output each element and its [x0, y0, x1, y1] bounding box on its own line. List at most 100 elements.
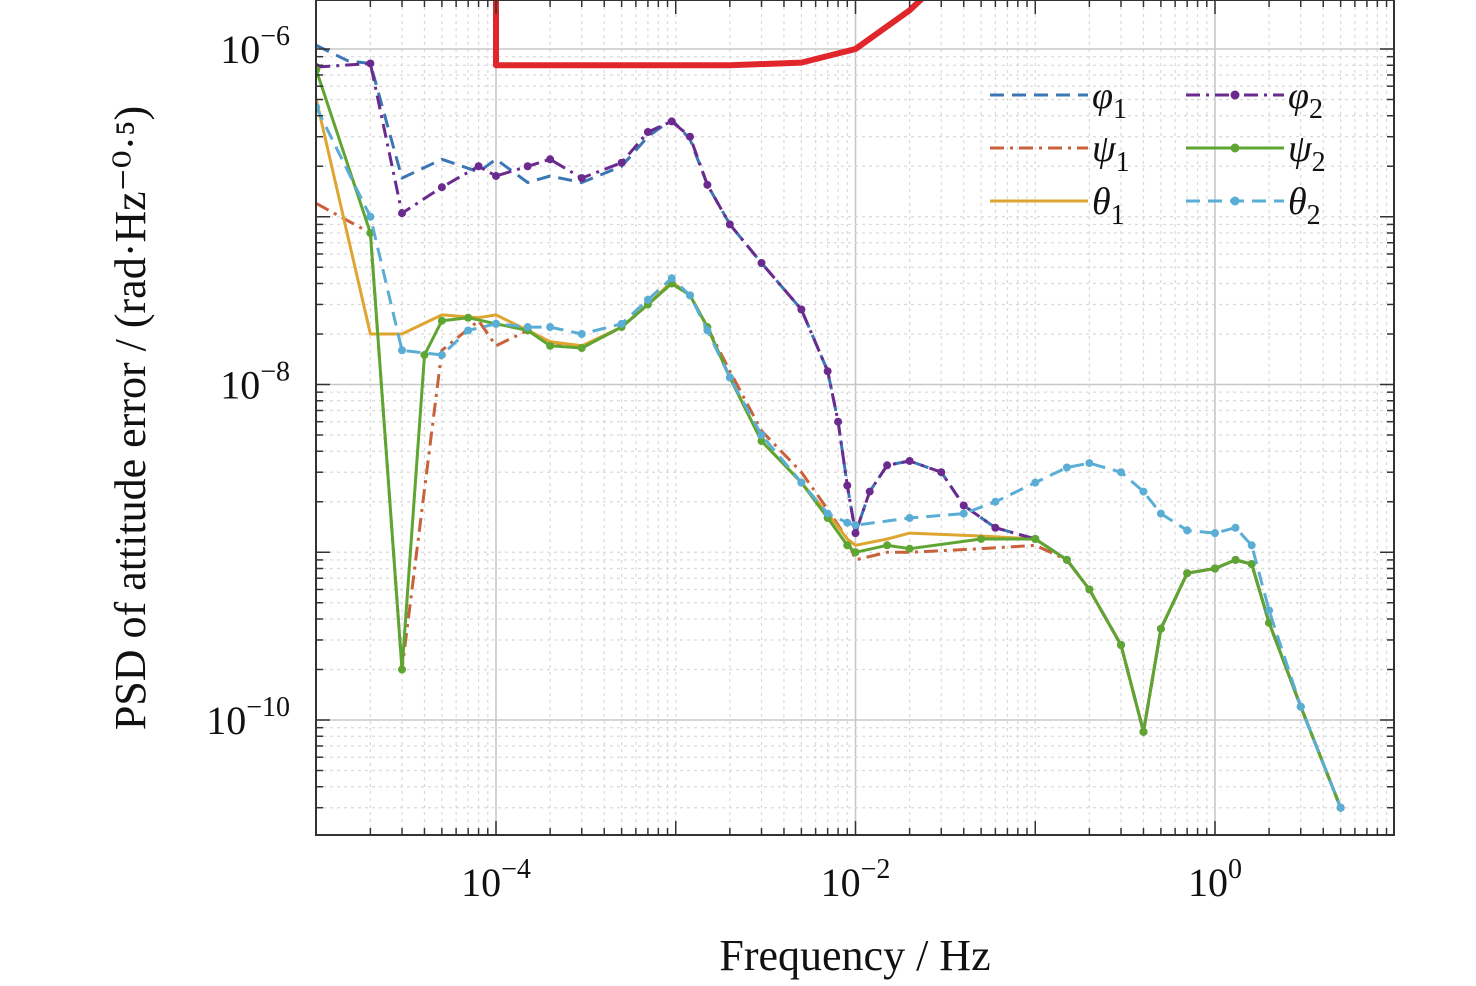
series-5-point [797, 478, 806, 487]
series-3-point [492, 171, 500, 180]
series-4-point [851, 548, 860, 557]
series-5-point [316, 103, 321, 112]
legend-label: θ1 [1092, 181, 1125, 231]
series-5-point [1231, 523, 1240, 532]
series-5-point [1183, 526, 1192, 535]
series-3-point [797, 305, 806, 314]
series-4-point [577, 344, 586, 353]
series-4-point [420, 350, 429, 359]
series-3-point [834, 417, 843, 426]
series-5-point [366, 212, 375, 221]
data-layer [316, 0, 1345, 812]
series-3-point [851, 529, 860, 538]
x-tick-label: 10−2 [821, 854, 891, 905]
series-4-point [843, 541, 852, 550]
series-5-point [492, 319, 500, 328]
series-3-point [617, 158, 626, 167]
legend-label: ψ1 [1092, 128, 1130, 178]
tick-labels: 10−4 10−2 100 10−6 10−8 10−10 [206, 21, 1242, 905]
legend-swatch-marker [1230, 90, 1240, 100]
series-4-point [464, 313, 473, 322]
series-5-point [667, 274, 676, 283]
x-axis-label: Frequency / Hz [719, 931, 990, 980]
series-5-point [1265, 606, 1274, 615]
legend-label: ψ2 [1288, 128, 1326, 178]
series-5-point [617, 319, 626, 328]
y-axis-label: PSD of attitude error / (rad·Hz⁻⁰·⁵) [106, 106, 155, 730]
legend: φ1 φ2 ψ1 ψ2 θ1 θ2 [990, 75, 1326, 231]
series-5-point [823, 509, 832, 518]
series-3-point [577, 174, 586, 183]
series-4-point [398, 665, 407, 674]
series-5-point [523, 323, 532, 332]
series-5-point [546, 323, 555, 332]
series-5-point [1156, 509, 1165, 518]
series-5-point [1085, 459, 1094, 468]
grid [315, 0, 1394, 835]
series-5-point [643, 295, 652, 304]
series-4-point [1183, 569, 1192, 578]
series-4-point [883, 541, 892, 550]
series-3-point [546, 155, 555, 164]
series-4-point [1231, 555, 1240, 564]
series-5-point [851, 521, 860, 530]
series-3-point [959, 501, 968, 510]
series-3-point [643, 128, 652, 137]
series-3-point [725, 220, 734, 229]
series-5-point [1211, 529, 1219, 538]
series-5-point [991, 497, 1000, 506]
series-5-point [959, 509, 968, 518]
series-5-point [1031, 478, 1040, 487]
series-5-point [703, 326, 712, 335]
series-4-point [316, 65, 321, 74]
x-tick-label: 10−4 [461, 854, 531, 905]
series-4-point [1062, 555, 1071, 564]
series-5-point [905, 514, 914, 523]
requirement-curve [493, 0, 925, 69]
series-4-point [546, 341, 555, 350]
series-4-point [1031, 534, 1040, 543]
series-3-point [366, 59, 375, 68]
series-3-point [823, 367, 832, 376]
series-4-point [1211, 564, 1219, 573]
series-3-point [865, 487, 874, 496]
series-5-point [685, 291, 694, 300]
series-5-point [1336, 803, 1345, 812]
series-5-point [577, 330, 586, 339]
series-3-point [437, 183, 446, 192]
legend-label: θ2 [1288, 181, 1321, 231]
series-5-point [757, 430, 766, 439]
series-5-point [1296, 702, 1305, 711]
series-5-point [1247, 541, 1256, 550]
series-4-point [1139, 727, 1148, 736]
series-3-point [883, 461, 892, 470]
series-4-point [977, 534, 986, 543]
legend-label: φ2 [1288, 75, 1323, 125]
series-5-point [1117, 468, 1126, 477]
series-4-point [1156, 624, 1165, 633]
series-4-point [1085, 585, 1094, 594]
series-4-point [905, 544, 914, 553]
x-tick-label: 100 [1188, 854, 1242, 905]
series-5-point [1062, 463, 1071, 472]
series-3-point [474, 162, 483, 171]
series-4-point [437, 316, 446, 325]
series-3-point [905, 456, 914, 465]
y-tick-label: 10−8 [220, 357, 290, 408]
series-4-point [1247, 560, 1256, 569]
legend-swatch-marker [1230, 143, 1240, 153]
series-3-point [667, 117, 676, 126]
ticks [315, 0, 1394, 835]
series-5-point [725, 373, 734, 382]
series-5-point [464, 326, 473, 335]
series-5-point [398, 346, 407, 355]
series-3-point [703, 180, 712, 189]
y-tick-label: 10−10 [206, 692, 290, 743]
series-4-line [316, 69, 1342, 809]
series-4-point [1117, 640, 1126, 649]
legend-swatch-marker [1230, 196, 1240, 206]
series-3-point [757, 259, 766, 268]
series-3-point [937, 468, 946, 477]
y-tick-label: 10−6 [220, 21, 290, 72]
